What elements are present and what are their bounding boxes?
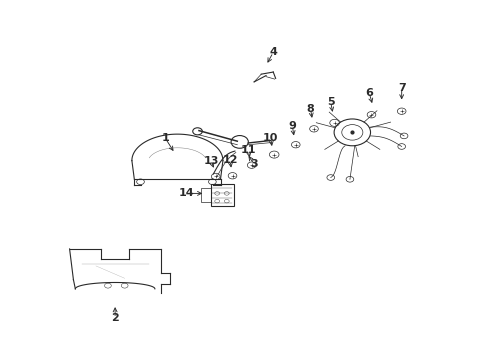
Text: 4: 4	[269, 47, 277, 57]
Text: 9: 9	[288, 121, 296, 131]
Text: 6: 6	[365, 87, 372, 98]
Bar	[201, 188, 210, 202]
Text: 2: 2	[111, 313, 119, 323]
Text: 7: 7	[397, 82, 405, 93]
Text: 1: 1	[161, 133, 169, 143]
Text: 12: 12	[222, 155, 237, 165]
Text: 3: 3	[250, 159, 257, 169]
Text: 11: 11	[240, 145, 256, 155]
Text: 5: 5	[326, 98, 334, 107]
Text: 8: 8	[306, 104, 314, 114]
Bar	[210, 184, 233, 206]
Text: 10: 10	[263, 133, 278, 143]
Text: 13: 13	[203, 156, 218, 166]
Text: 14: 14	[178, 188, 193, 198]
